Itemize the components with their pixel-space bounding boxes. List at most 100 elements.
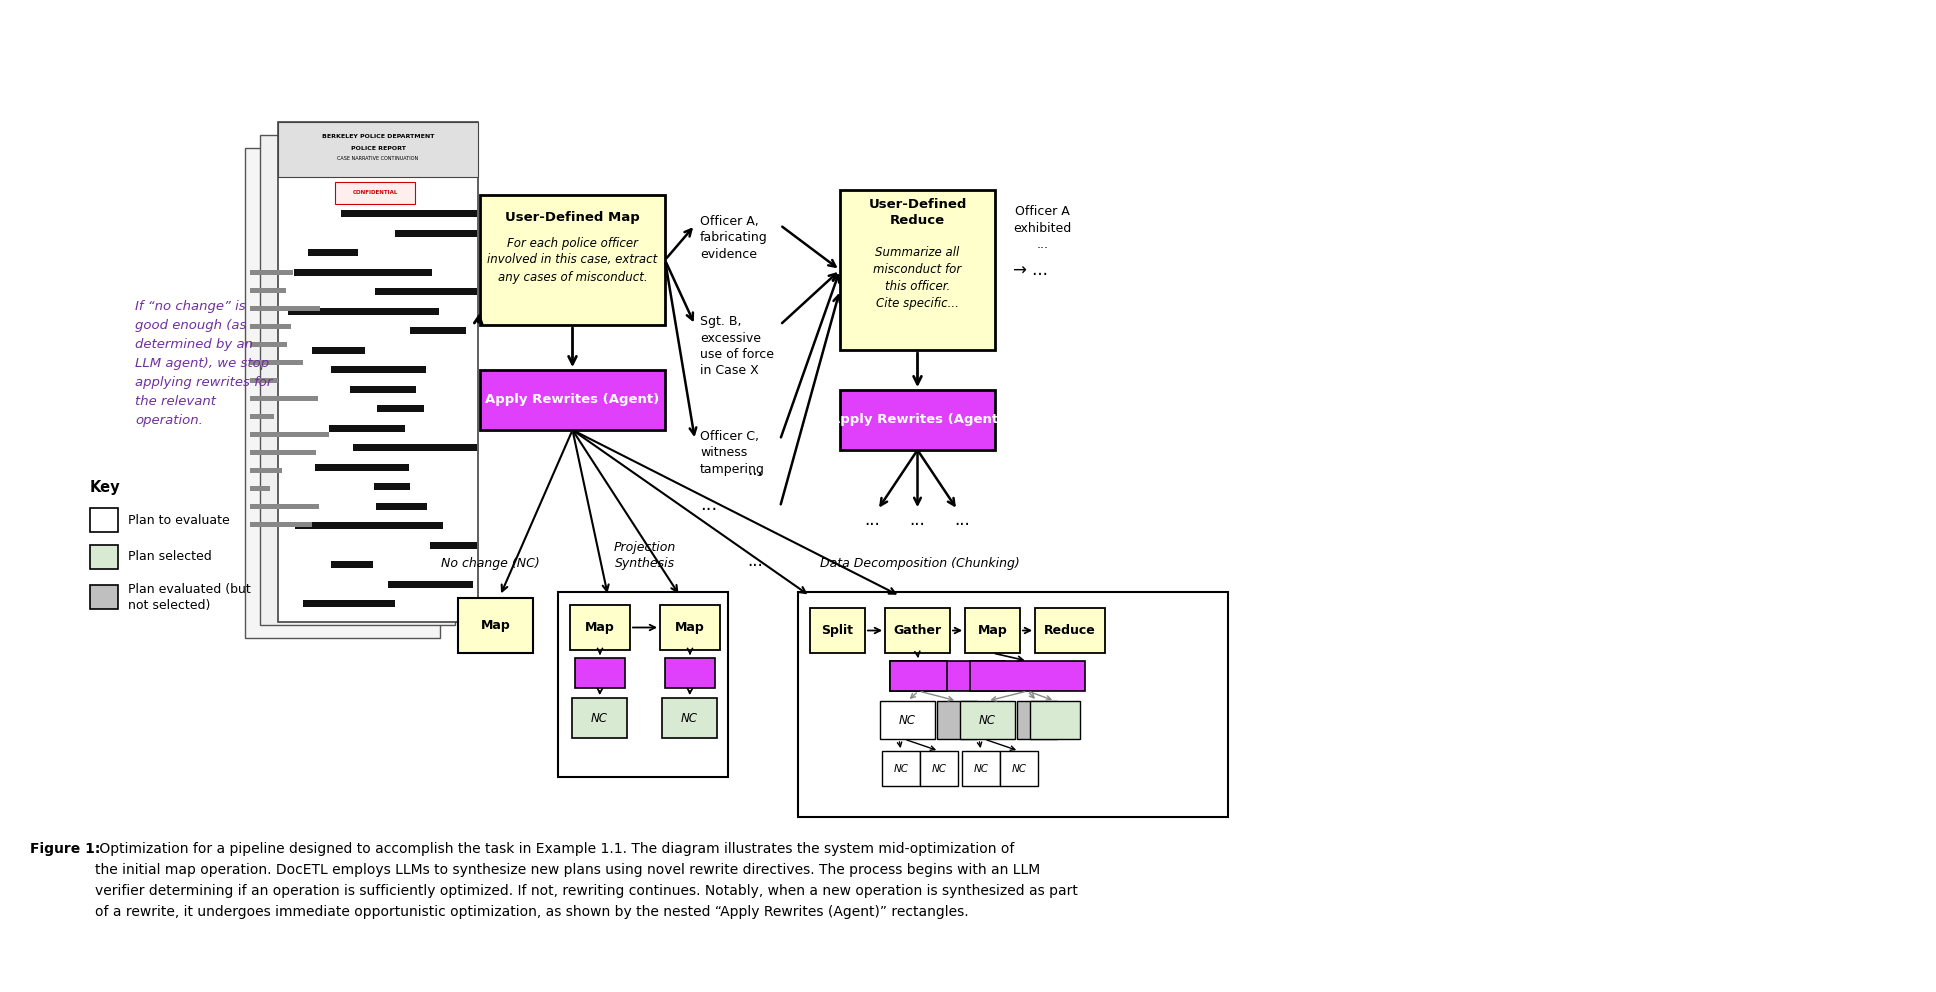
Bar bbox=[960, 701, 1014, 739]
Text: User-Defined
Reduce: User-Defined Reduce bbox=[869, 197, 966, 226]
Text: Map: Map bbox=[978, 624, 1007, 637]
Text: ...: ... bbox=[865, 511, 881, 529]
Text: Projection
Synthesis: Projection Synthesis bbox=[614, 541, 676, 570]
Bar bbox=[250, 324, 292, 329]
Bar bbox=[250, 450, 316, 455]
Bar bbox=[1001, 751, 1038, 786]
Bar bbox=[250, 396, 318, 401]
Text: User-Defined Map: User-Defined Map bbox=[505, 210, 641, 223]
Bar bbox=[840, 190, 995, 350]
Text: Map: Map bbox=[676, 621, 705, 634]
Text: NC: NC bbox=[1011, 764, 1026, 774]
Bar bbox=[250, 414, 275, 419]
Text: Apply Rewrites (Agent): Apply Rewrites (Agent) bbox=[486, 394, 660, 407]
Bar bbox=[937, 701, 978, 739]
Bar bbox=[883, 751, 920, 786]
Bar bbox=[341, 210, 476, 217]
Text: No change (NC): No change (NC) bbox=[441, 557, 540, 570]
Text: Map: Map bbox=[585, 621, 616, 634]
Bar bbox=[809, 608, 865, 653]
Text: ...: ... bbox=[747, 461, 763, 479]
Bar bbox=[376, 288, 476, 295]
Text: Key: Key bbox=[89, 480, 120, 495]
Text: Summarize all
misconduct for
this officer.
Cite specific...: Summarize all misconduct for this office… bbox=[873, 246, 962, 310]
Bar bbox=[387, 580, 472, 587]
Text: Plan selected: Plan selected bbox=[128, 551, 211, 563]
Bar bbox=[1016, 701, 1057, 739]
Text: Apply Rewrites (Agent): Apply Rewrites (Agent) bbox=[831, 414, 1005, 427]
Bar bbox=[970, 661, 1084, 691]
Text: ...: ... bbox=[747, 552, 763, 570]
Bar bbox=[395, 229, 476, 236]
Bar bbox=[279, 122, 478, 622]
Text: NC: NC bbox=[681, 711, 699, 724]
Text: Plan evaluated (but
not selected): Plan evaluated (but not selected) bbox=[128, 582, 252, 611]
Text: Sgt. B,
excessive
use of force
in Case X: Sgt. B, excessive use of force in Case X bbox=[701, 315, 774, 378]
Bar bbox=[250, 270, 294, 275]
Text: NC: NC bbox=[974, 764, 989, 774]
Text: NC: NC bbox=[590, 711, 608, 724]
Bar bbox=[571, 698, 627, 738]
Text: ...: ... bbox=[954, 511, 970, 529]
Text: CONFIDENTIAL: CONFIDENTIAL bbox=[352, 190, 397, 195]
Bar bbox=[1036, 608, 1105, 653]
Text: Map: Map bbox=[480, 619, 511, 632]
Bar bbox=[89, 508, 118, 532]
Bar bbox=[329, 425, 405, 432]
Bar bbox=[250, 432, 329, 437]
Text: NC: NC bbox=[980, 713, 995, 726]
Bar bbox=[410, 327, 467, 334]
Text: Gather: Gather bbox=[892, 624, 941, 637]
Bar bbox=[378, 405, 424, 412]
Bar bbox=[430, 542, 476, 549]
Bar bbox=[316, 463, 408, 470]
Bar bbox=[250, 378, 279, 383]
Bar bbox=[558, 592, 728, 777]
Bar bbox=[920, 751, 958, 786]
Text: ...: ... bbox=[910, 511, 925, 529]
Bar bbox=[250, 288, 287, 293]
Bar bbox=[1030, 701, 1080, 739]
Text: If “no change” is
good enough (as
determined by an
LLM agent), we stop
applying : If “no change” is good enough (as determ… bbox=[136, 300, 273, 427]
Bar bbox=[250, 360, 302, 365]
Bar bbox=[964, 608, 1020, 653]
Text: Reduce: Reduce bbox=[1044, 624, 1096, 637]
Text: Officer C,
witness
tampering: Officer C, witness tampering bbox=[701, 430, 765, 476]
Text: NC: NC bbox=[894, 764, 908, 774]
Text: NC: NC bbox=[931, 764, 947, 774]
Bar bbox=[304, 600, 395, 607]
Bar bbox=[335, 182, 414, 204]
Text: ...: ... bbox=[701, 496, 716, 514]
Bar bbox=[374, 483, 410, 490]
Bar bbox=[250, 468, 283, 473]
Bar bbox=[89, 545, 118, 569]
Bar bbox=[354, 444, 476, 451]
Bar bbox=[891, 661, 947, 691]
Bar bbox=[279, 122, 478, 177]
Bar bbox=[246, 148, 439, 638]
Bar bbox=[89, 585, 118, 609]
Bar bbox=[881, 701, 935, 739]
Bar bbox=[259, 135, 455, 625]
Bar bbox=[575, 658, 625, 688]
Bar bbox=[250, 504, 319, 509]
Bar bbox=[891, 661, 1005, 691]
Bar bbox=[308, 249, 358, 256]
Bar bbox=[250, 486, 271, 491]
Bar bbox=[376, 503, 428, 510]
Text: Optimization for a pipeline designed to accomplish the task in Example 1.1. The : Optimization for a pipeline designed to … bbox=[95, 842, 1078, 920]
Bar bbox=[288, 308, 439, 314]
Text: Split: Split bbox=[821, 624, 854, 637]
Bar bbox=[331, 366, 426, 373]
Bar bbox=[312, 346, 366, 353]
Text: Officer A,
fabricating
evidence: Officer A, fabricating evidence bbox=[701, 215, 769, 261]
Bar bbox=[798, 592, 1227, 817]
Bar bbox=[480, 195, 664, 325]
Text: POLICE REPORT: POLICE REPORT bbox=[350, 146, 405, 151]
Bar bbox=[885, 608, 951, 653]
Text: Officer A
exhibited
...: Officer A exhibited ... bbox=[1013, 205, 1071, 251]
Text: For each police officer
involved in this case, extract
any cases of misconduct.: For each police officer involved in this… bbox=[488, 236, 658, 284]
Bar bbox=[331, 561, 374, 568]
Bar bbox=[250, 306, 319, 311]
Bar bbox=[250, 522, 312, 527]
